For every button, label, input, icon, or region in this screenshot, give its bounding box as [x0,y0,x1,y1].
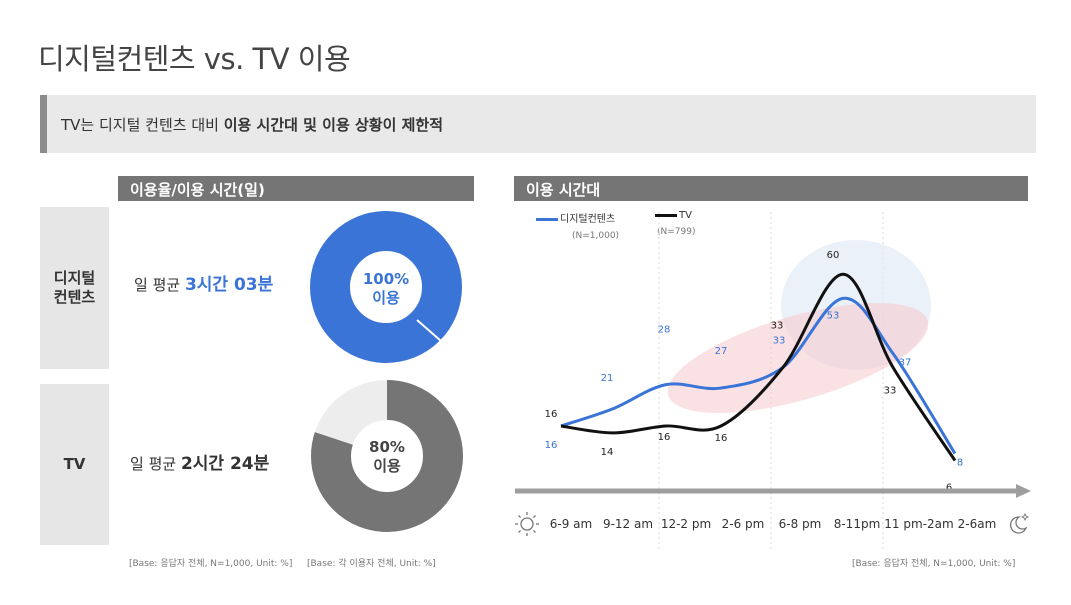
x-axis-tick-labels: 6-9 am 9-12 am 12-2 pm 2-6 pm 6-8 pm 8-11pm 11… [550,517,997,531]
data-label-tv-6: 33 [884,385,897,396]
summary-highlight: 이용 시간대 및 이용 상황이 제한적 [223,116,444,134]
donut-slice-divider [416,319,442,342]
data-labels-digital: 16 21 28 27 33 53 37 8 [545,310,964,468]
legend-label-tv: TV [679,210,692,221]
base-note-rate: [Base: 응답자 전체, N=1,000, Unit: %] [129,559,293,569]
base-note-hours: [Base: 응답자 전체, N=1,000, Unit: %] [852,559,1016,569]
data-label-digital-5: 53 [827,310,840,321]
base-note-time: [Base: 각 이용자 전체, Unit: %] [307,559,436,569]
x-tick-label-7: 2-6am [958,517,997,531]
data-label-tv-5: 60 [827,250,840,261]
row-label-tv-text: TV [63,454,86,473]
x-tick-label-1: 9-12 am [603,517,653,531]
data-labels-tv: 16 14 16 16 33 60 33 6 [545,250,953,493]
data-label-tv-7: 6 [946,483,952,494]
donut-chart-tv [311,380,463,532]
donut-label-digital: 100% 이용 [310,270,462,308]
donut-text-tv: 이용 [373,456,401,475]
summary-text: TV는 디지털 컨텐츠 대비 이용 시간대 및 이용 상황이 제한적 [61,114,443,135]
donut-chart-digital [310,211,462,363]
avg-value-digital: 3시간 03분 [184,275,274,295]
legend-swatch-tv [655,213,677,217]
row-label-digital-line1: 디지털 [53,268,96,287]
donut-label-tv: 80% 이용 [311,438,463,476]
data-label-digital-3: 27 [715,346,728,357]
donut-pct-digital: 100% [362,270,410,288]
series-line-digital [560,296,957,455]
sun-icon [515,512,539,536]
summary-prefix: TV는 디지털 컨텐츠 대비 [61,116,224,134]
donut-text-digital: 이용 [372,288,400,307]
data-label-tv-2: 16 [658,432,671,443]
moon-icon [1010,512,1030,534]
x-tick-label-6: 11 pm-2am [884,517,953,531]
legend-tv: TV (N=799) [655,210,695,237]
data-label-tv-3: 16 [715,433,728,444]
donut-pct-tv: 80% [369,438,405,456]
data-label-tv-0: 16 [545,409,558,420]
avg-prefix-digital: 일 평균 [134,276,185,294]
x-tick-label-3: 2-6 pm [722,517,765,531]
x-tick-label-4: 6-8 pm [779,517,822,531]
page-title: 디지털컨텐츠 vs. TV 이용 [38,42,351,76]
row-label-digital: 디지털 컨텐츠 [40,207,109,369]
donut-slice-tv-used [311,380,463,532]
row-label-tv: TV [40,384,109,545]
summary-banner: TV는 디지털 컨텐츠 대비 이용 시간대 및 이용 상황이 제한적 [40,95,1036,153]
avg-time-tv: 일 평균 2시간 24분 [130,449,269,474]
avg-time-digital: 일 평균 3시간 03분 [134,270,273,295]
donut-slice-digital-used [310,211,462,363]
legend-n-digital: (N=1,000) [572,231,620,241]
row-label-digital-line2: 컨텐츠 [53,288,96,306]
data-label-tv-1: 14 [601,447,614,458]
data-label-digital-4: 33 [773,335,786,346]
data-label-tv-4: 33 [771,320,784,331]
x-tick-label-0: 6-9 am [550,517,592,531]
data-label-digital-6: 37 [899,358,912,369]
x-axis-arrow [1016,484,1031,498]
data-label-digital-7: 8 [957,458,963,469]
avg-value-tv: 2시간 24분 [180,454,270,474]
usage-rate-header: 이용율/이용 시간(일) [118,176,474,201]
legend-digital: 디지털컨텐츠 (N=1,000) [536,210,619,241]
legend-swatch-digital [536,217,558,221]
legend-label-digital: 디지털컨텐츠 [560,214,616,225]
avg-prefix-tv: 일 평균 [130,455,181,473]
x-tick-label-5: 8-11pm [834,517,881,531]
data-label-digital-1: 21 [601,373,614,384]
usage-time-header: 이용 시간대 [514,176,1028,201]
data-label-digital-0: 16 [545,440,558,451]
series-line-tv [560,272,957,462]
data-label-digital-2: 28 [658,325,671,336]
legend-n-tv: (N=799) [657,227,696,237]
x-tick-label-2: 12-2 pm [661,517,711,531]
